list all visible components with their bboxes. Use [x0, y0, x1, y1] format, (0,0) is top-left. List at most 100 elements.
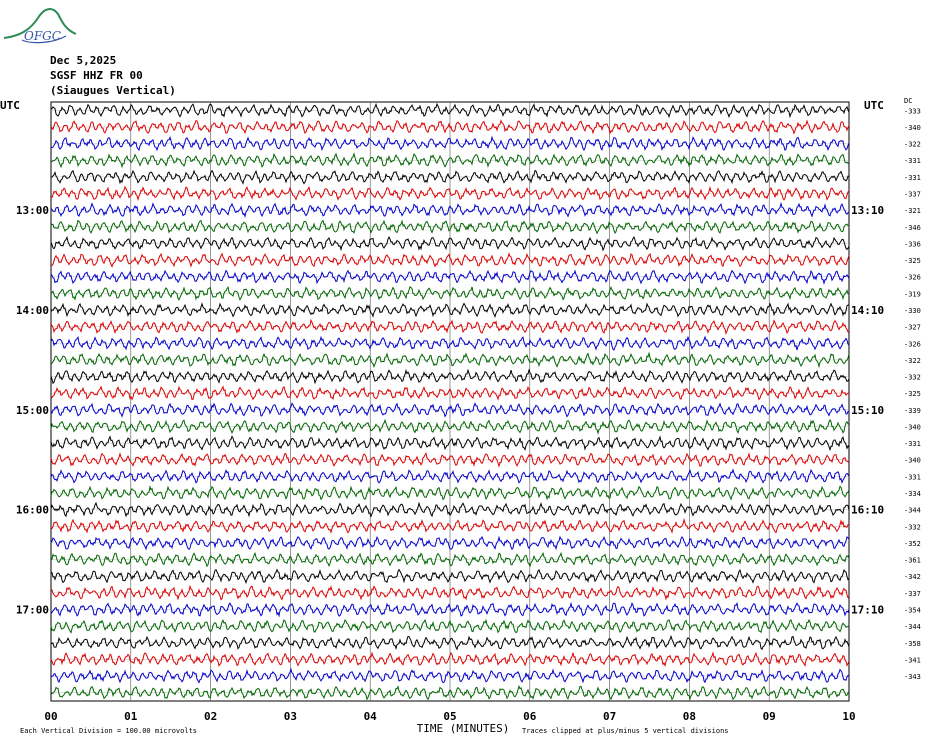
seismic-trace-row-8	[50, 235, 850, 252]
right-hour-label: 17:10	[851, 603, 884, 616]
left-utc-title: UTC	[0, 99, 20, 112]
dc-offset-label: -326	[904, 340, 921, 348]
dc-offset-label: -337	[904, 590, 921, 598]
seismic-trace-row-29	[50, 584, 850, 601]
right-hour-label: 14:10	[851, 304, 884, 317]
x-tick-label: 08	[683, 710, 696, 723]
x-tick-label: 01	[124, 710, 138, 723]
seismic-trace-row-32	[50, 634, 850, 651]
right-hour-label: 15:10	[851, 404, 884, 417]
seismic-trace-row-10	[50, 269, 850, 285]
dc-offset-label: -332	[904, 374, 921, 382]
dc-offset-label: -341	[904, 656, 921, 664]
seismic-trace-row-2	[50, 135, 850, 152]
seismic-trace-row-12	[50, 302, 850, 319]
seismic-trace-row-3	[50, 152, 850, 169]
dc-offset-label: -325	[904, 257, 921, 265]
left-hour-label: 15:00	[16, 404, 49, 417]
seismic-trace-row-7	[50, 219, 850, 235]
seismic-trace-row-9	[50, 252, 850, 268]
dc-offset-label: -337	[904, 191, 921, 199]
seismic-trace-row-5	[50, 185, 850, 202]
ofgc-logo: OFGC	[3, 8, 77, 44]
dc-offset-label: -336	[904, 240, 921, 248]
seismic-trace-row-35	[50, 684, 850, 701]
seismic-trace-row-1	[50, 119, 850, 135]
dc-offset-label: -331	[904, 473, 921, 481]
seismic-trace-row-6	[50, 201, 850, 219]
dc-offset-label: -331	[904, 157, 921, 165]
x-tick-label: 05	[443, 710, 456, 723]
seismic-trace-row-30	[50, 601, 850, 618]
dc-offset-label: -326	[904, 274, 921, 282]
x-tick-label: 03	[284, 710, 297, 723]
dc-offset-label: -331	[904, 440, 921, 448]
dc-offset-label: -344	[904, 623, 921, 631]
seismic-trace-row-26	[50, 535, 850, 551]
dc-offset-label: -321	[904, 207, 921, 215]
chart-date: Dec 5,2025	[50, 54, 117, 67]
seismic-trace-row-27	[50, 551, 850, 568]
x-axis-title: TIME (MINUTES)	[417, 722, 510, 735]
dc-offset-label: -334	[904, 490, 921, 498]
seismic-trace-row-28	[50, 568, 850, 585]
dc-offset-label: -322	[904, 141, 921, 149]
seismic-trace-row-17	[50, 385, 850, 401]
right-utc-title: UTC	[864, 99, 884, 112]
dc-offset-label: -330	[904, 307, 921, 315]
dc-offset-label: -327	[904, 324, 921, 332]
seismic-trace-row-24	[50, 501, 850, 518]
seismic-trace-row-15	[50, 351, 850, 369]
dc-offset-label: -333	[904, 107, 921, 115]
dc-offset-label: -343	[904, 673, 921, 681]
seismic-trace-row-4	[50, 169, 850, 185]
x-tick-label: 04	[364, 710, 378, 723]
dc-offset-label: -354	[904, 606, 921, 614]
left-hour-label: 13:00	[16, 204, 49, 217]
seismic-trace-row-23	[50, 484, 850, 501]
dc-offset-label: -325	[904, 390, 921, 398]
dc-offset-label: -352	[904, 540, 921, 548]
dc-offset-label: -361	[904, 557, 921, 565]
logo-text: OFGC	[24, 29, 61, 43]
scale-note: Each Vertical Division = 100.00 microvol…	[20, 727, 197, 735]
dc-offset-label: -344	[904, 507, 921, 515]
seismic-trace-row-0	[50, 102, 850, 119]
seismic-trace-row-11	[50, 285, 850, 301]
seismic-trace-row-13	[50, 318, 850, 335]
right-hour-label: 13:10	[851, 204, 884, 217]
dc-offset-label: -339	[904, 407, 921, 415]
axis-labels: UTC UTC DC 13:00 14:00 15:00 16:00 17:00 13:10 14…	[0, 97, 921, 735]
seismic-traces	[50, 102, 850, 701]
seismic-trace-row-20	[50, 435, 850, 452]
dc-offset-label: -358	[904, 640, 921, 648]
x-tick-label: 07	[603, 710, 616, 723]
station-code: SGSF HHZ FR 00	[50, 69, 143, 82]
clip-note: Traces clipped at plus/minus 5 vertical …	[522, 727, 729, 735]
dc-offset-label: -332	[904, 523, 921, 531]
seismic-trace-row-18	[50, 402, 850, 418]
x-tick-label: 09	[763, 710, 776, 723]
dc-offset-label: -342	[904, 573, 921, 581]
seismic-trace-row-22	[50, 468, 850, 484]
dc-offset-label: -331	[904, 174, 921, 182]
dc-offset-label: -340	[904, 124, 921, 132]
seismic-trace-row-21	[50, 451, 850, 468]
dc-offset-label: -319	[904, 290, 921, 298]
x-tick-label: 02	[204, 710, 217, 723]
x-tick-label: 10	[842, 710, 855, 723]
seismic-trace-row-34	[50, 667, 850, 684]
right-hour-label: 16:10	[851, 504, 884, 517]
x-tick-label: 06	[523, 710, 537, 723]
station-location: (Siaugues Vertical)	[50, 84, 176, 97]
left-hour-label: 14:00	[16, 304, 49, 317]
left-hour-label: 16:00	[16, 504, 49, 517]
seismic-trace-row-33	[50, 651, 850, 667]
dc-title: DC	[904, 97, 912, 105]
dc-offset-label: -322	[904, 357, 921, 365]
seismic-trace-row-16	[50, 368, 850, 385]
dc-offset-label: -340	[904, 457, 921, 465]
seismic-trace-row-14	[50, 335, 850, 351]
seismic-trace-row-31	[50, 618, 850, 634]
